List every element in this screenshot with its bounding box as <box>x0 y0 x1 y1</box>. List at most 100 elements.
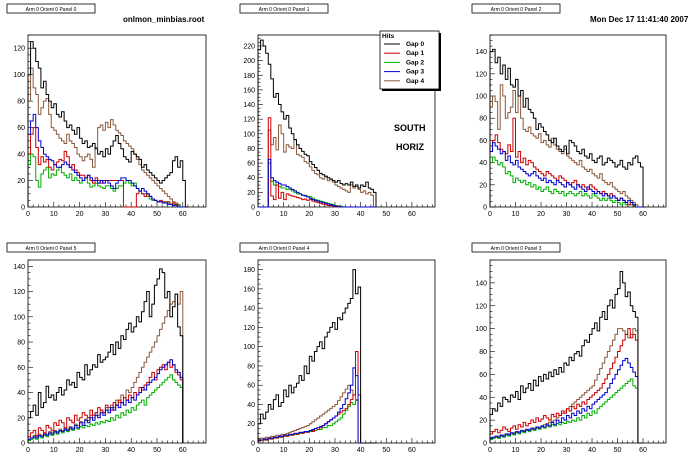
y-tick-label: 60 <box>247 161 255 168</box>
y-tick-label: 180 <box>243 73 255 80</box>
panel-title: Arm 0 Orient 0 Panel 1 <box>259 7 310 13</box>
plot-frame <box>257 259 436 444</box>
legend-title: Hits <box>382 33 395 40</box>
y-tick-label: 20 <box>17 415 25 422</box>
y-tick-label: 20 <box>247 421 255 428</box>
y-tick-label: 20 <box>247 190 255 197</box>
x-tick-label: 10 <box>280 447 288 454</box>
histogram-gap-3 <box>257 367 376 444</box>
x-tick-label: 20 <box>305 447 313 454</box>
histogram-gap-1 <box>489 328 644 444</box>
y-tick-label: 220 <box>243 43 255 50</box>
x-tick-label: 60 <box>179 211 187 218</box>
x-tick-label: 10 <box>512 211 520 218</box>
panel-title-box <box>6 242 96 253</box>
panel-6: Arm 0 Orient 0 Panel 3 0 10 20 30 40 50 60 0 20 40… <box>471 242 667 454</box>
y-tick-label: 80 <box>17 99 25 106</box>
legend-label-gap-4: Gap 4 <box>406 78 424 85</box>
y-tick-label: 60 <box>479 138 487 145</box>
x-tick-label: 20 <box>76 447 84 454</box>
histogram-gap-4 <box>27 67 188 208</box>
panel-3: Arm 0 Orient 0 Panel 2 0 10 20 30 40 50 60 0 20 40… <box>471 3 667 218</box>
y-tick-label: 100 <box>13 314 25 321</box>
x-tick-label: 30 <box>563 211 571 218</box>
legend-label-gap-1: Gap 1 <box>406 50 424 57</box>
y-tick-label: 80 <box>479 349 487 356</box>
panel-title-box <box>6 3 96 14</box>
panel-title-box <box>471 242 561 253</box>
histogram-gap-4 <box>258 124 376 208</box>
legend-label-gap-3: Gap 3 <box>406 69 424 76</box>
y-tick-label: 140 <box>243 306 255 313</box>
x-tick-label: 40 <box>357 211 365 218</box>
panel-title: Arm 0 Orient 0 Panel 0 <box>26 7 77 13</box>
y-tick-label: 120 <box>475 71 487 78</box>
y-tick-label: 60 <box>17 125 25 132</box>
histogram-gap-0 <box>27 41 188 208</box>
x-tick-label: 40 <box>588 447 596 454</box>
panel-title-box <box>239 3 329 14</box>
x-tick-label: 40 <box>127 447 135 454</box>
histogram-gap-1 <box>27 361 184 443</box>
y-tick-label: 20 <box>479 182 487 189</box>
histogram-gap-0 <box>489 48 646 208</box>
y-tick-label: 0 <box>21 441 25 448</box>
y-tick-label: 120 <box>243 117 255 124</box>
y-tick-label: 100 <box>13 72 25 79</box>
plot-frame <box>27 34 207 208</box>
x-tick-label: 30 <box>563 447 571 454</box>
histogram-gap-2 <box>27 374 184 443</box>
y-tick-label: 60 <box>17 365 25 372</box>
x-tick-label: 20 <box>76 211 84 218</box>
y-tick-label: 0 <box>251 441 255 448</box>
y-tick-label: 100 <box>475 326 487 333</box>
legend-label-gap-2: Gap 2 <box>406 59 424 66</box>
x-tick-label: 60 <box>639 211 647 218</box>
legend-box <box>379 30 440 90</box>
x-tick-label: 60 <box>639 447 647 454</box>
y-tick-label: 20 <box>479 418 487 425</box>
x-tick-label: 10 <box>50 211 58 218</box>
panel-title: Arm 0 Orient 0 Panel 3 <box>491 246 542 252</box>
x-tick-label: 0 <box>26 211 30 218</box>
plot-frame <box>27 259 207 444</box>
x-tick-label: 50 <box>382 211 390 218</box>
x-tick-label: 30 <box>331 447 339 454</box>
x-tick-label: 10 <box>280 211 288 218</box>
x-tick-label: 0 <box>26 447 30 454</box>
x-tick-label: 0 <box>488 447 492 454</box>
file-name-label: onlmon_minbias.root <box>123 15 205 24</box>
x-tick-label: 0 <box>256 211 260 218</box>
x-tick-label: 20 <box>537 447 545 454</box>
panel-5: Arm 0 Orient 0 Panel 4 0 10 20 30 40 50 60 0 20 40… <box>239 242 436 454</box>
x-tick-label: 0 <box>488 211 492 218</box>
y-tick-label: 100 <box>475 94 487 101</box>
x-tick-label: 30 <box>101 211 109 218</box>
histogram-gap-0 <box>489 270 644 444</box>
x-tick-label: 50 <box>153 211 161 218</box>
y-tick-label: 160 <box>243 87 255 94</box>
histogram-gap-0 <box>257 269 376 444</box>
y-tick-label: 80 <box>479 116 487 123</box>
histogram-gap-3 <box>489 357 644 444</box>
plot-frame <box>489 34 667 208</box>
x-tick-label: 30 <box>101 447 109 454</box>
y-tick-label: 40 <box>479 160 487 167</box>
y-tick-label: 0 <box>251 205 255 212</box>
y-tick-label: 100 <box>243 131 255 138</box>
histogram-gap-0 <box>27 268 184 443</box>
y-tick-label: 140 <box>243 102 255 109</box>
x-tick-label: 20 <box>537 211 545 218</box>
x-tick-label: 50 <box>382 447 390 454</box>
legend-label-gap-0: Gap 0 <box>406 41 424 48</box>
histogram-gap-2 <box>489 156 646 208</box>
y-tick-label: 140 <box>13 264 25 271</box>
y-tick-label: 120 <box>243 325 255 332</box>
y-tick-label: 120 <box>475 303 487 310</box>
panel-title-box <box>471 3 561 14</box>
y-tick-label: 120 <box>13 289 25 296</box>
x-tick-label: 40 <box>588 211 596 218</box>
panel-4: Arm 0 Orient 0 Panel 5 0 10 20 30 40 50 60 0 20 40… <box>6 242 207 454</box>
x-tick-label: 40 <box>127 211 135 218</box>
x-tick-label: 50 <box>153 447 161 454</box>
